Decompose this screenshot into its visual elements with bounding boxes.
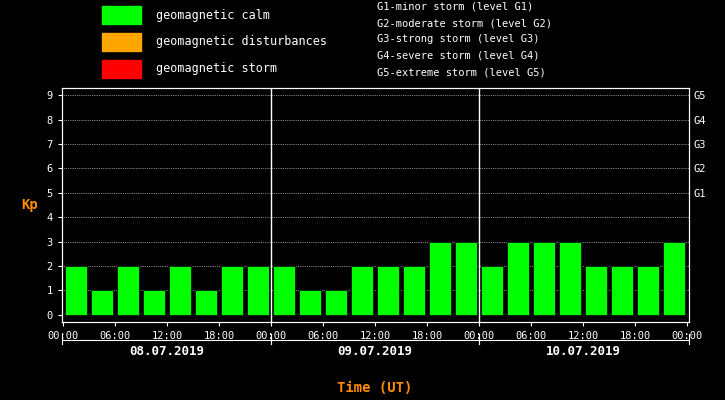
Bar	[351, 266, 373, 315]
Bar	[481, 266, 503, 315]
Text: Time (UT): Time (UT)	[338, 381, 413, 395]
Bar	[299, 290, 321, 315]
Bar	[507, 242, 529, 315]
Text: geomagnetic disturbances: geomagnetic disturbances	[156, 36, 327, 48]
Bar	[102, 60, 141, 78]
Text: G3-strong storm (level G3): G3-strong storm (level G3)	[377, 34, 539, 44]
Bar	[247, 266, 269, 315]
Bar	[377, 266, 399, 315]
Bar	[663, 242, 686, 315]
Bar	[221, 266, 243, 315]
Text: G2-moderate storm (level G2): G2-moderate storm (level G2)	[377, 18, 552, 28]
Bar	[102, 33, 141, 51]
Bar	[403, 266, 426, 315]
Bar	[534, 242, 555, 315]
Text: G1-minor storm (level G1): G1-minor storm (level G1)	[377, 2, 534, 12]
Text: G5-extreme storm (level G5): G5-extreme storm (level G5)	[377, 67, 546, 77]
Y-axis label: Kp: Kp	[21, 198, 38, 212]
Text: 10.07.2019: 10.07.2019	[546, 345, 621, 358]
Bar	[611, 266, 634, 315]
Bar	[102, 6, 141, 24]
Text: 08.07.2019: 08.07.2019	[130, 345, 204, 358]
Bar	[273, 266, 295, 315]
Bar	[65, 266, 87, 315]
Bar	[637, 266, 660, 315]
Text: G4-severe storm (level G4): G4-severe storm (level G4)	[377, 51, 539, 61]
Bar	[585, 266, 608, 315]
Bar	[143, 290, 165, 315]
Text: geomagnetic calm: geomagnetic calm	[156, 9, 270, 22]
Text: geomagnetic storm: geomagnetic storm	[156, 62, 277, 75]
Bar	[559, 242, 581, 315]
Bar	[195, 290, 217, 315]
Bar	[325, 290, 347, 315]
Bar	[117, 266, 139, 315]
Bar	[91, 290, 113, 315]
Bar	[429, 242, 451, 315]
Bar	[455, 242, 477, 315]
Bar	[169, 266, 191, 315]
Text: 09.07.2019: 09.07.2019	[338, 345, 413, 358]
